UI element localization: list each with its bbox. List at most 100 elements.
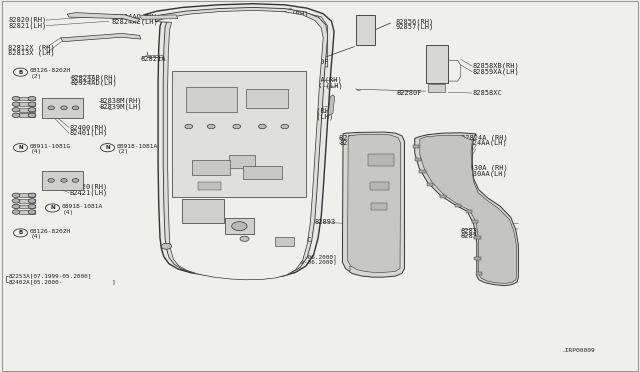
Bar bbox=[472, 220, 478, 223]
Bar bbox=[476, 272, 482, 275]
Text: N: N bbox=[105, 145, 110, 150]
Text: 82821(LH): 82821(LH) bbox=[8, 22, 47, 29]
Bar bbox=[19, 113, 35, 117]
Text: 82824AC(RH): 82824AC(RH) bbox=[112, 13, 159, 20]
Text: 82431M(LH): 82431M(LH) bbox=[189, 259, 232, 266]
Text: 82640Q: 82640Q bbox=[240, 159, 266, 165]
Text: 82858XB(RH): 82858XB(RH) bbox=[472, 63, 519, 70]
Text: B2421(LH): B2421(LH) bbox=[69, 189, 108, 196]
Text: 08911-1081G: 08911-1081G bbox=[29, 144, 70, 149]
Circle shape bbox=[13, 229, 28, 237]
Text: 82402A[05.2000-: 82402A[05.2000- bbox=[8, 279, 63, 284]
Bar bbox=[440, 195, 446, 198]
Text: 82824AE(LH): 82824AE(LH) bbox=[112, 19, 159, 25]
Polygon shape bbox=[342, 132, 404, 277]
Bar bbox=[19, 102, 35, 106]
Bar bbox=[243, 166, 282, 179]
Circle shape bbox=[185, 124, 193, 129]
Polygon shape bbox=[420, 135, 516, 283]
Text: 82280F: 82280F bbox=[304, 60, 330, 65]
Bar bbox=[415, 158, 421, 161]
Bar bbox=[474, 257, 481, 260]
Bar bbox=[419, 170, 426, 173]
Text: (4): (4) bbox=[63, 209, 74, 215]
Circle shape bbox=[12, 193, 20, 198]
Bar bbox=[19, 97, 35, 100]
Bar bbox=[368, 154, 394, 166]
Circle shape bbox=[28, 210, 36, 214]
Bar bbox=[182, 199, 224, 223]
Bar bbox=[474, 236, 481, 239]
Circle shape bbox=[12, 199, 20, 203]
Bar bbox=[428, 84, 445, 92]
Circle shape bbox=[12, 96, 20, 101]
Bar bbox=[246, 89, 288, 108]
Circle shape bbox=[240, 236, 249, 241]
Text: 82893: 82893 bbox=[315, 219, 336, 225]
Text: 08126-8202H: 08126-8202H bbox=[29, 229, 70, 234]
Polygon shape bbox=[140, 15, 178, 19]
Circle shape bbox=[61, 106, 67, 110]
Text: B: B bbox=[19, 70, 22, 75]
Circle shape bbox=[45, 204, 60, 212]
Text: 82400A: 82400A bbox=[211, 202, 237, 208]
Bar bbox=[19, 199, 35, 203]
Bar bbox=[172, 71, 306, 197]
Polygon shape bbox=[144, 4, 334, 278]
Text: ]: ] bbox=[112, 279, 116, 284]
Text: 82152 (RH): 82152 (RH) bbox=[266, 10, 308, 17]
Circle shape bbox=[259, 124, 266, 129]
Text: 82430M(RH): 82430M(RH) bbox=[189, 253, 232, 260]
Circle shape bbox=[28, 113, 36, 118]
Circle shape bbox=[72, 179, 79, 182]
Text: 82101(LH): 82101(LH) bbox=[178, 22, 216, 29]
Text: 82834(RH): 82834(RH) bbox=[296, 108, 334, 115]
Text: 82838M(RH): 82838M(RH) bbox=[99, 98, 141, 105]
Text: .IRP00009: .IRP00009 bbox=[562, 348, 596, 353]
Bar bbox=[455, 204, 461, 207]
Circle shape bbox=[28, 199, 36, 203]
Text: 82100(RH): 82100(RH) bbox=[178, 17, 216, 23]
Text: 82831(LH): 82831(LH) bbox=[461, 232, 499, 239]
Circle shape bbox=[12, 108, 20, 112]
Bar bbox=[427, 183, 433, 186]
Bar bbox=[19, 193, 35, 197]
Bar bbox=[19, 205, 35, 208]
Text: [07.1999-06.2000]: [07.1999-06.2000] bbox=[275, 254, 337, 259]
Polygon shape bbox=[348, 134, 401, 272]
Text: 82210C: 82210C bbox=[286, 237, 312, 243]
Text: 82400(RH): 82400(RH) bbox=[69, 124, 108, 131]
Text: 82880+A(LH): 82880+A(LH) bbox=[339, 140, 386, 146]
Text: 82824AB(RH): 82824AB(RH) bbox=[70, 74, 117, 81]
Text: 82431M(RH&LH)[06.2000-: 82431M(RH&LH)[06.2000- bbox=[189, 265, 272, 270]
Bar bbox=[186, 87, 237, 112]
Text: 82144: 82144 bbox=[243, 222, 264, 228]
Text: 82856(RH): 82856(RH) bbox=[396, 18, 434, 25]
Text: 82153 (LH): 82153 (LH) bbox=[266, 16, 308, 23]
Text: 82830AA(LH): 82830AA(LH) bbox=[461, 170, 508, 177]
Circle shape bbox=[61, 179, 67, 182]
Text: 08126-8202H: 08126-8202H bbox=[29, 68, 70, 73]
Text: ]: ] bbox=[348, 265, 351, 270]
Text: 08918-1081A: 08918-1081A bbox=[61, 204, 102, 209]
Circle shape bbox=[28, 108, 36, 112]
Bar bbox=[19, 210, 35, 214]
Bar bbox=[356, 15, 375, 45]
Text: 82420(RH): 82420(RH) bbox=[69, 184, 108, 190]
Circle shape bbox=[100, 144, 115, 152]
Text: B: B bbox=[19, 230, 22, 235]
Circle shape bbox=[281, 124, 289, 129]
Text: 82253A[07.1999-05.2000]: 82253A[07.1999-05.2000] bbox=[8, 273, 92, 279]
Bar bbox=[19, 108, 35, 112]
Circle shape bbox=[28, 193, 36, 198]
Circle shape bbox=[12, 102, 20, 106]
Bar bbox=[198, 182, 221, 190]
Circle shape bbox=[72, 106, 79, 110]
Text: 82880  (RH): 82880 (RH) bbox=[339, 134, 386, 141]
Text: 82824A (RH): 82824A (RH) bbox=[461, 134, 508, 141]
Text: 82924AD(LH): 82924AD(LH) bbox=[70, 80, 117, 86]
Circle shape bbox=[232, 222, 247, 231]
Bar bbox=[192, 160, 230, 175]
Text: 82830A (RH): 82830A (RH) bbox=[461, 165, 508, 171]
Text: 82858XC: 82858XC bbox=[472, 90, 502, 96]
